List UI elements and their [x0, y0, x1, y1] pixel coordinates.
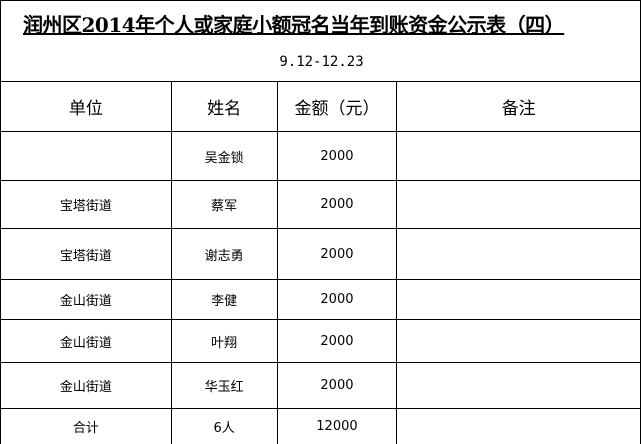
cell-unit: 金山街道	[0, 279, 172, 320]
total-label: 合计	[0, 408, 172, 444]
cell-unit: 金山街道	[0, 319, 172, 363]
table-header: 单位 姓名 金额（元） 备注	[0, 81, 641, 132]
cell-name: 蔡军	[170, 180, 278, 229]
header-unit: 单位	[0, 81, 172, 132]
cell-unit	[0, 131, 172, 181]
header-amount: 金额（元）	[276, 81, 398, 132]
cell-unit: 金山街道	[0, 362, 172, 409]
cell-amount: 2000	[276, 279, 398, 320]
cell-name: 李健	[170, 279, 278, 320]
total-row: 合计 6人 12000	[0, 408, 641, 444]
cell-amount: 2000	[276, 131, 398, 181]
cell-amount: 2000	[276, 362, 398, 409]
cell-amount: 2000	[276, 319, 398, 363]
header-note: 备注	[396, 81, 641, 132]
total-amount: 12000	[276, 408, 398, 444]
cell-amount: 2000	[276, 180, 398, 229]
cell-unit: 宝塔街道	[0, 180, 172, 229]
cell-name: 谢志勇	[170, 228, 278, 280]
date-range: 9.12-12.23	[279, 54, 364, 70]
table-row: 金山街道 叶翔 2000	[0, 319, 641, 363]
cell-name: 吴金锁	[170, 131, 278, 181]
table-row: 宝塔街道 谢志勇 2000	[0, 228, 641, 280]
cell-note	[396, 319, 641, 363]
table-row: 金山街道 李健 2000	[0, 279, 641, 320]
funds-table: 单位 姓名 金额（元） 备注 吴金锁 2000 宝塔街道 蔡军 2000 宝塔街道 谢志勇 2…	[0, 81, 641, 444]
cell-note	[396, 131, 641, 181]
table-row: 金山街道 华玉红 2000	[0, 362, 641, 409]
cell-note	[396, 228, 641, 280]
table-row: 吴金锁 2000	[0, 131, 641, 181]
title-block: 润州区2014年个人或家庭小额冠名当年到账资金公示表（四） 9.12-12.23	[0, 0, 641, 81]
total-note	[396, 408, 641, 444]
total-count: 6人	[170, 408, 278, 444]
cell-note	[396, 180, 641, 229]
table-row: 宝塔街道 蔡军 2000	[0, 180, 641, 229]
cell-name: 华玉红	[170, 362, 278, 409]
cell-unit: 宝塔街道	[0, 228, 172, 280]
cell-amount: 2000	[276, 228, 398, 280]
header-name: 姓名	[170, 81, 278, 132]
page-title: 润州区2014年个人或家庭小额冠名当年到账资金公示表（四）	[23, 13, 565, 37]
cell-note	[396, 279, 641, 320]
cell-note	[396, 362, 641, 409]
cell-name: 叶翔	[170, 319, 278, 363]
